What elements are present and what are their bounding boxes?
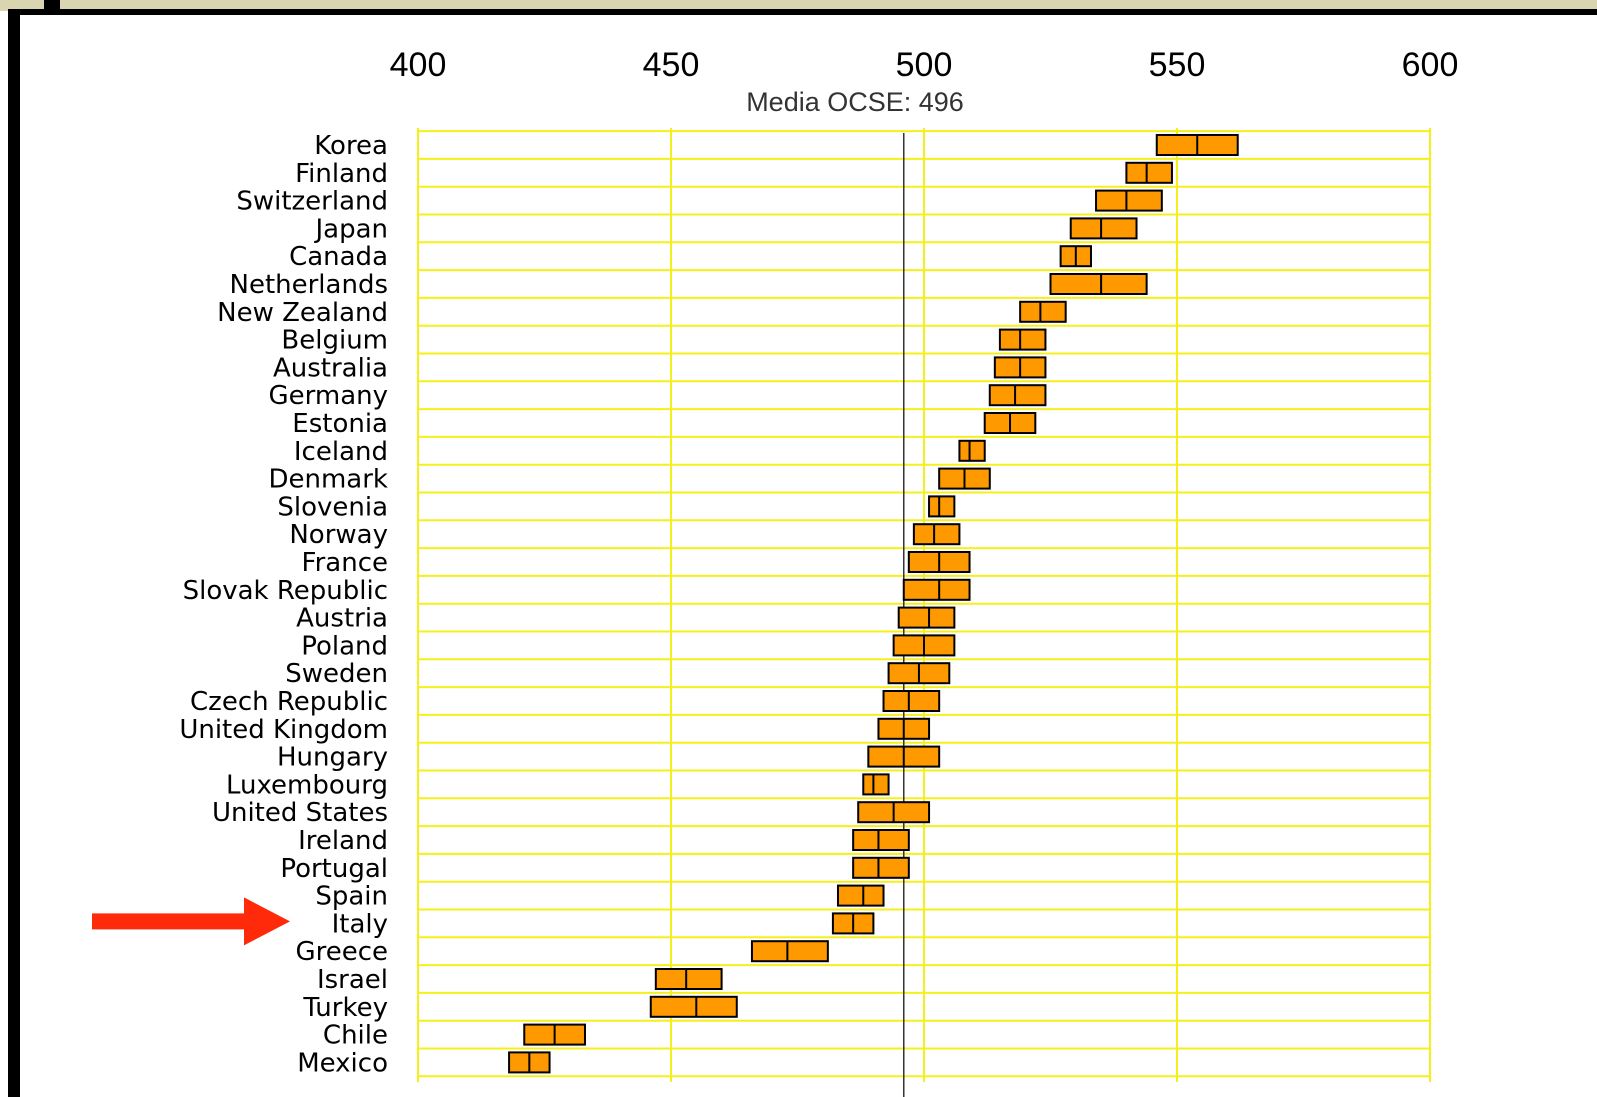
country-label: Turkey xyxy=(302,993,388,1023)
x-tick-label: 450 xyxy=(643,46,700,84)
x-tick-label: 550 xyxy=(1149,46,1206,84)
ci-bar xyxy=(1019,300,1067,323)
ci-bar xyxy=(649,995,738,1018)
ci-bar xyxy=(902,578,971,601)
ci-bar xyxy=(897,606,956,629)
x-tick-label: 400 xyxy=(390,46,447,84)
country-label: Slovenia xyxy=(277,492,388,522)
arrow-head xyxy=(244,897,290,946)
country-label: Portugal xyxy=(280,854,388,884)
country-label: Iceland xyxy=(294,437,388,467)
country-label: Sweden xyxy=(285,659,388,689)
ci-bar xyxy=(1049,273,1148,295)
country-label: Hungary xyxy=(277,743,388,773)
country-label: Austria xyxy=(296,604,388,634)
country-label: Canada xyxy=(289,242,388,272)
country-label: Norway xyxy=(289,520,388,550)
country-label: Spain xyxy=(315,882,388,912)
ci-bar xyxy=(862,773,890,796)
ci-bar xyxy=(958,439,986,462)
country-label: Czech Republic xyxy=(190,687,388,717)
country-label: Belgium xyxy=(281,326,388,356)
country-label: Greece xyxy=(295,937,388,967)
ci-bar xyxy=(1125,161,1173,184)
country-label: Israel xyxy=(317,965,388,995)
ci-bar xyxy=(912,523,961,546)
country-label: Ireland xyxy=(298,826,388,856)
x-tick-label: 600 xyxy=(1402,46,1459,84)
country-label: Italy xyxy=(332,909,388,939)
ci-bar xyxy=(1095,189,1163,212)
ci-bar xyxy=(988,384,1047,407)
ci-bar xyxy=(882,690,941,712)
country-label: Switzerland xyxy=(236,187,388,217)
country-label: United Kingdom xyxy=(179,715,388,745)
country-label: Netherlands xyxy=(230,270,389,300)
country-label: France xyxy=(302,548,388,578)
highlight-arrow xyxy=(92,897,290,946)
country-label: United States xyxy=(212,798,388,828)
country-label: Poland xyxy=(301,631,388,661)
country-label: Mexico xyxy=(297,1048,388,1078)
country-label: Germany xyxy=(268,381,388,411)
ci-bar xyxy=(852,856,910,879)
country-label: Slovak Republic xyxy=(183,576,388,606)
country-label: Australia xyxy=(273,353,388,383)
x-tick-label: 500 xyxy=(896,46,953,84)
country-label: Chile xyxy=(323,1021,388,1051)
country-label: Japan xyxy=(313,214,388,244)
reference-line-label: Media OCSE: 496 xyxy=(746,87,964,117)
ci-bar xyxy=(998,328,1047,351)
bar-layer xyxy=(508,134,1239,1074)
arrow-shaft xyxy=(92,913,247,930)
country-label: Korea xyxy=(314,131,388,161)
country-label: Luxembourg xyxy=(226,770,388,800)
frame-corner-notch xyxy=(44,0,60,11)
grid-layer xyxy=(417,128,1431,1082)
ci-bar xyxy=(836,884,885,907)
ci-bar xyxy=(1069,217,1138,240)
country-label: Finland xyxy=(295,159,388,189)
ci-bar xyxy=(928,495,956,518)
ci-bar xyxy=(852,829,910,851)
country-label: Estonia xyxy=(292,409,388,439)
ci-bar xyxy=(750,940,829,963)
country-label: New Zealand xyxy=(217,298,388,328)
top-border-strip xyxy=(0,0,1597,11)
country-label: Denmark xyxy=(268,465,388,495)
ci-bar xyxy=(654,968,723,990)
label-layer: 400 450 500 550 600 Media OCSE: 496 KoreaFinla… xyxy=(179,46,1458,1078)
